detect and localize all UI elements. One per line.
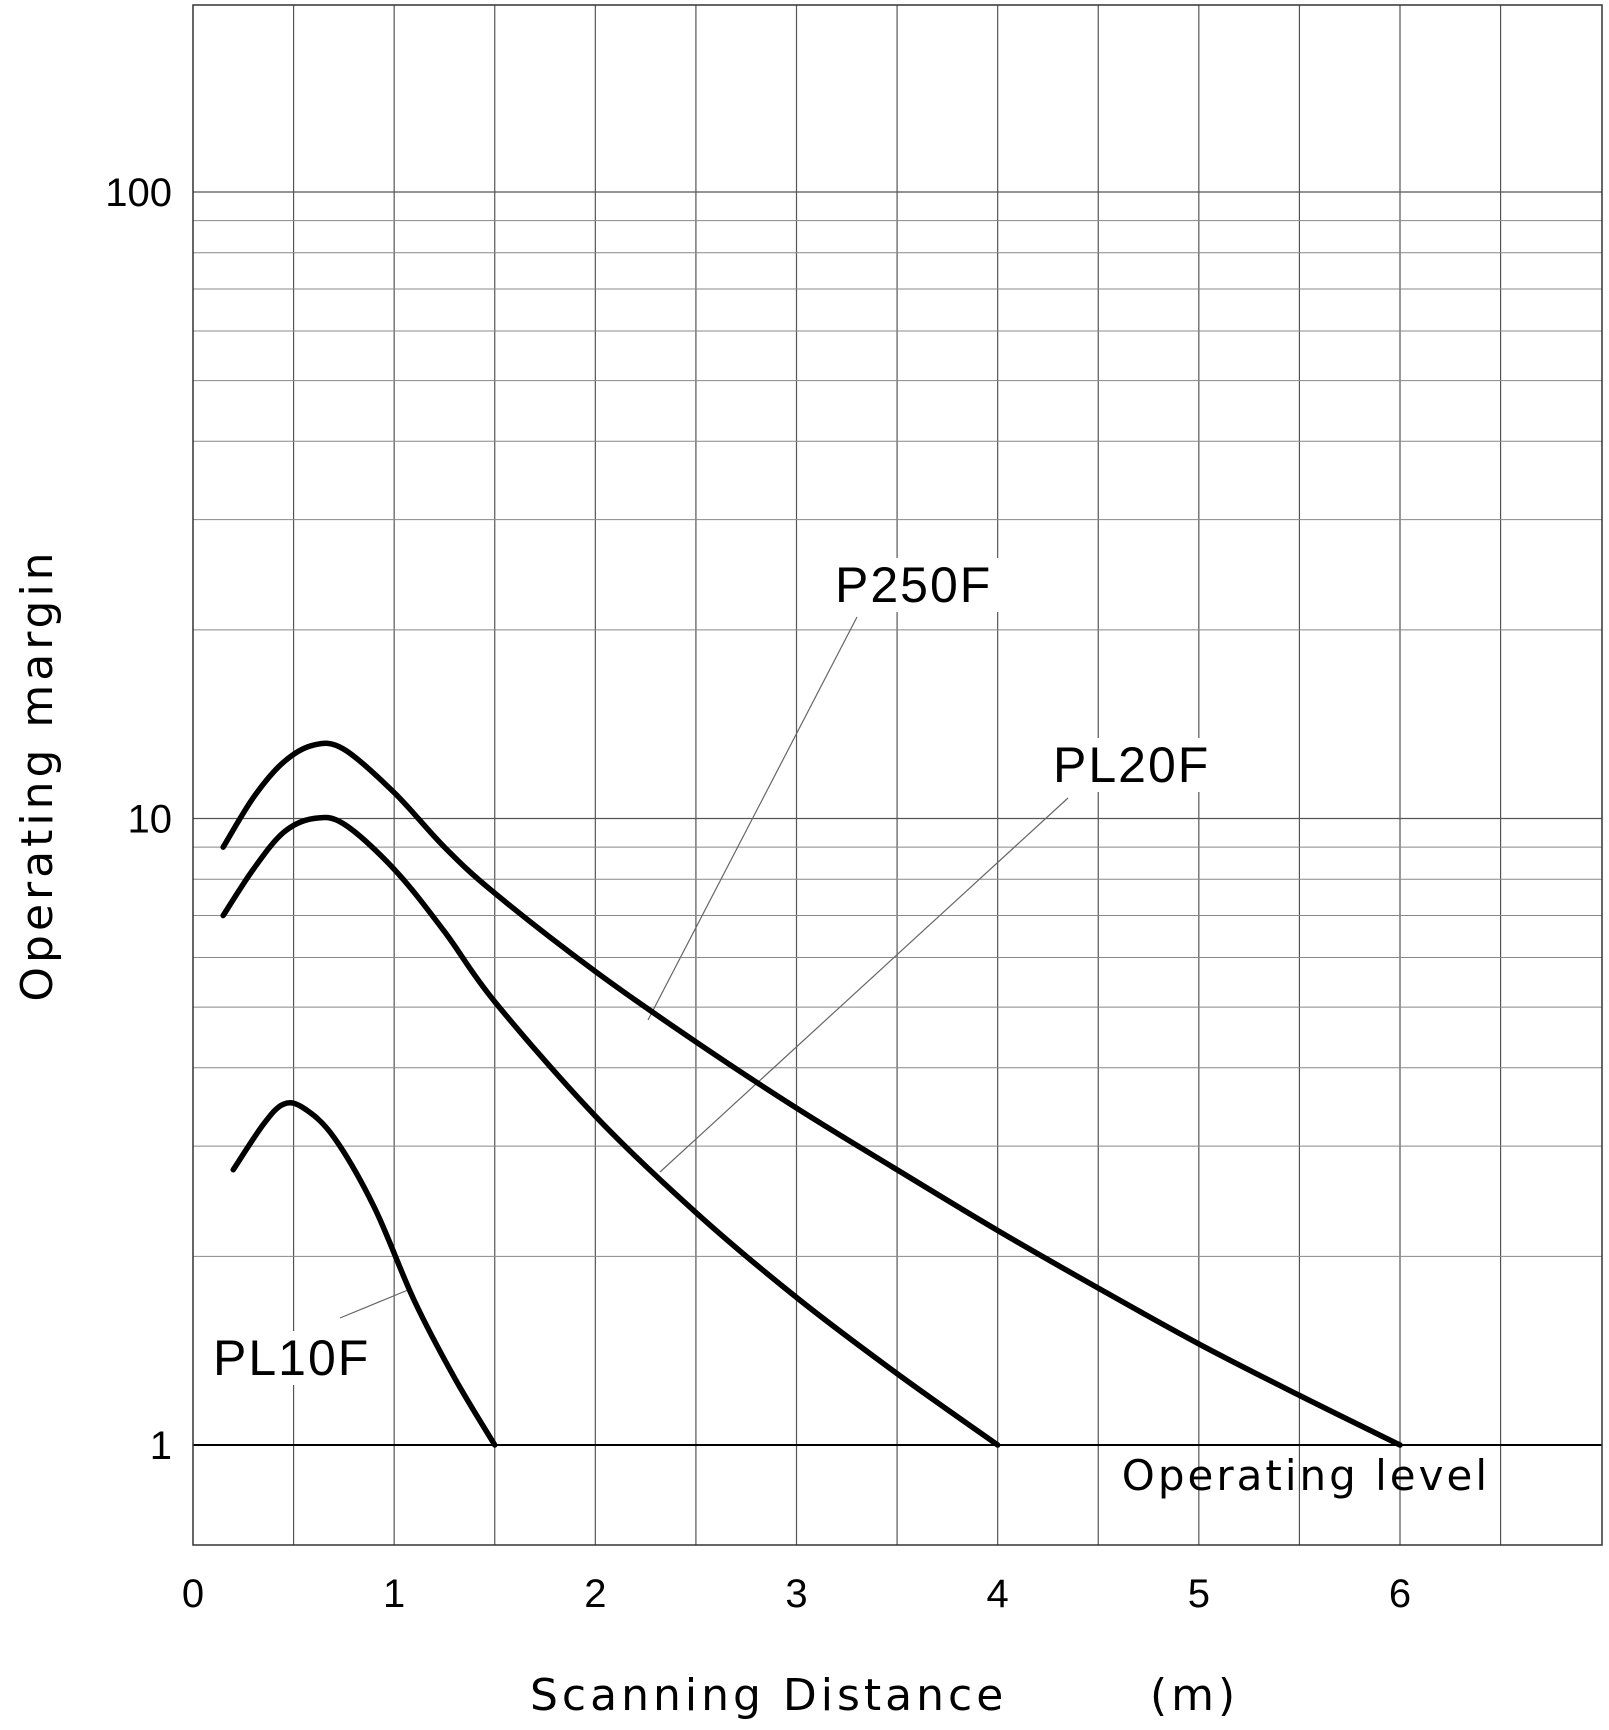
x-tick-label: 0 <box>182 1572 204 1616</box>
x-tick-label: 5 <box>1188 1572 1210 1616</box>
series-label-pl20f: PL20F <box>1053 737 1210 793</box>
label-bg-pl10f <box>207 1331 377 1385</box>
series-labels: P250F PL20F PL10F <box>207 557 1217 1386</box>
x-axis-unit: (m) <box>1150 1670 1239 1721</box>
label-bg-p250f <box>829 558 999 612</box>
tick-labels: 0 1 2 3 4 5 6 1 10 100 <box>105 171 1411 1616</box>
leader-line-pl10f <box>339 1289 409 1319</box>
series-line-pl20f <box>220 814 1001 1448</box>
series-label-pl10f: PL10F <box>213 1330 370 1386</box>
x-tick-label: 4 <box>987 1572 1009 1616</box>
leader-line-pl20f <box>659 797 1069 1173</box>
y-tick-label: 10 <box>128 798 173 842</box>
x-tick-label: 1 <box>383 1572 405 1616</box>
leader-line-p250f <box>647 616 858 1021</box>
label-bg-pl20f <box>1047 738 1217 792</box>
grid <box>193 5 1602 1545</box>
series-lines <box>220 740 1403 1448</box>
x-tick-label: 3 <box>785 1572 807 1616</box>
x-tick-label: 6 <box>1389 1572 1411 1616</box>
x-tick-label: 2 <box>584 1572 606 1616</box>
series-label-p250f: P250F <box>835 557 992 613</box>
y-axis-title: Operating margin <box>12 548 63 1001</box>
y-tick-label: 100 <box>105 171 172 215</box>
y-tick-label: 1 <box>150 1424 172 1468</box>
plot-frame <box>192 4 1603 1546</box>
leader-lines <box>339 616 1069 1319</box>
x-axis-title: Scanning Distance <box>530 1670 1007 1721</box>
series-line-pl10f <box>230 1099 498 1448</box>
series-line-p250f <box>220 740 1403 1448</box>
operating-level-label: Operating level <box>1122 1451 1490 1500</box>
